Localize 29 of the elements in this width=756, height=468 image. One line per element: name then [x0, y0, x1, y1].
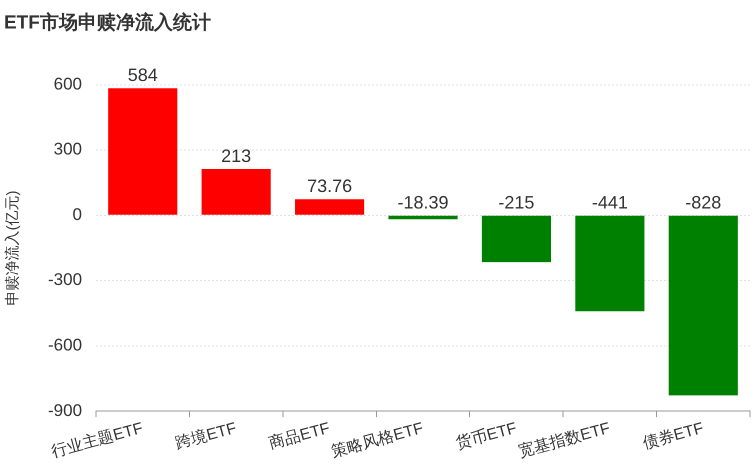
y-tick-label: 0 [72, 204, 82, 224]
chart-title: ETF市场申赎净流入统计 [4, 12, 211, 34]
data-label: -215 [498, 192, 534, 212]
bar [388, 216, 458, 220]
data-label: -441 [592, 192, 628, 212]
x-tick-label: 商品ETF [267, 419, 332, 453]
x-tick-label: 债券ETF [640, 419, 706, 453]
y-tick-label: -600 [48, 336, 82, 354]
x-tick-label: 跨境ETF [174, 419, 239, 453]
bar [108, 88, 178, 215]
x-tick-label: 行业主题ETF [49, 419, 146, 461]
data-label: 73.76 [307, 176, 352, 196]
y-tick-label: -900 [48, 400, 82, 420]
x-tick-label: 策略风格ETF [330, 419, 426, 461]
y-axis-title: 申赎净流入(亿元) [4, 190, 22, 306]
data-label: 584 [128, 65, 158, 86]
y-tick-label: 600 [54, 74, 82, 94]
bar [668, 216, 738, 396]
x-tick-label: 货币ETF [454, 419, 519, 453]
y-tick-label: 300 [54, 140, 82, 159]
y-tick-label: -300 [48, 270, 82, 290]
data-label: -18.39 [397, 192, 449, 212]
data-label: 213 [221, 146, 252, 166]
bar [482, 216, 552, 262]
x-tick-label: 宽基指数ETF [516, 419, 612, 461]
bar [575, 216, 644, 312]
data-label: -828 [685, 192, 722, 212]
bar [202, 168, 271, 215]
bar [295, 199, 364, 215]
